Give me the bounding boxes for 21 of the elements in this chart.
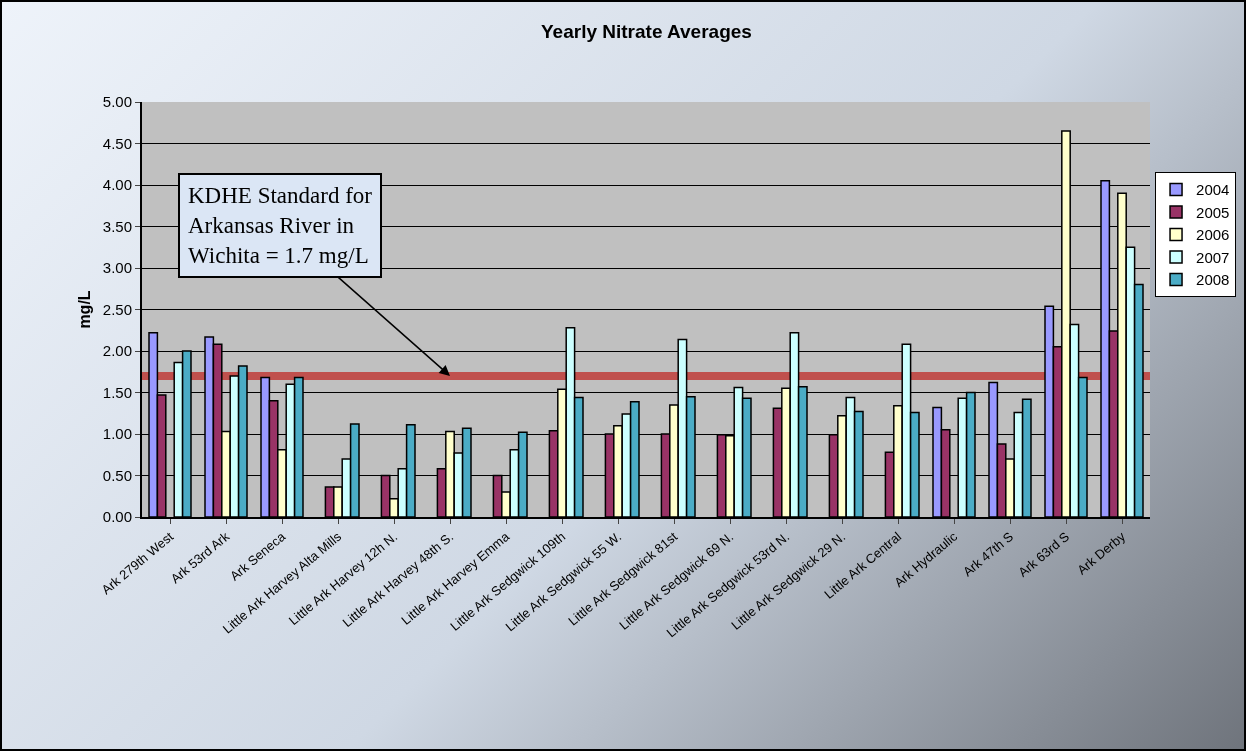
legend-label: 2004 [1196, 181, 1230, 199]
y-tick-label: 5.00 [102, 93, 132, 111]
legend-label: 2007 [1196, 248, 1230, 266]
y-tick-label: 2.50 [102, 300, 132, 318]
y-tick-label: 1.00 [102, 425, 132, 443]
legend-label: 2006 [1196, 226, 1230, 244]
y-tick-label: 1.50 [102, 383, 132, 401]
x-tick-label: Ark 47th S [959, 528, 1017, 580]
y-axis-title: mg/L [76, 290, 94, 329]
y-tick-label: 3.00 [102, 259, 132, 277]
y-tick-label: 4.50 [102, 134, 132, 152]
y-tick-label: 0.00 [102, 508, 132, 526]
x-tick-label: Ark 63rd S [1015, 528, 1073, 580]
legend-label: 2008 [1196, 271, 1230, 289]
y-tick-label: 2.00 [102, 342, 132, 360]
y-tick-label: 3.50 [102, 217, 132, 235]
y-tick-label: 0.50 [102, 466, 132, 484]
annotation: KDHE Standard for Arkansas River in Wichita = 1.7 mg/L [188, 183, 373, 268]
chart-title: Yearly Nitrate Averages [541, 21, 752, 42]
y-tick-label: 4.00 [102, 176, 132, 194]
legend-label: 2005 [1196, 203, 1230, 221]
